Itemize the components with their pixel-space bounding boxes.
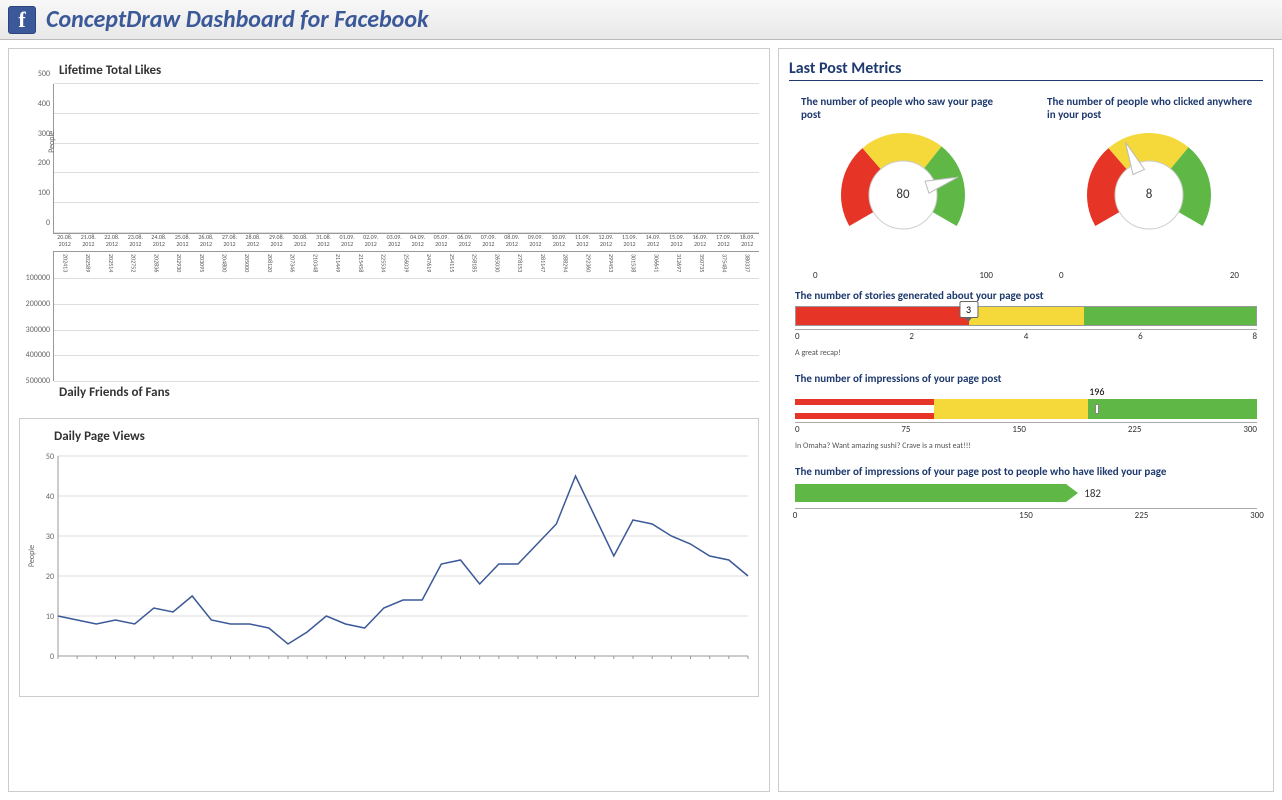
scale-tick: 225 <box>1128 424 1142 435</box>
scale-tick: 150 <box>1012 424 1026 435</box>
scale-tick: 4 <box>1024 331 1029 342</box>
liked-impressions-metric: The number of impressions of your page p… <box>789 465 1263 520</box>
right-column: Last Post Metrics The number of people w… <box>778 48 1274 792</box>
liked-impressions-bar: 182 <box>795 484 1257 502</box>
stories-bar: 3 <box>795 306 1257 326</box>
svg-text:40: 40 <box>46 492 54 502</box>
facebook-icon: f <box>8 6 36 34</box>
metrics-title: Last Post Metrics <box>789 59 1263 78</box>
impressions-caption: In Omaha? Want amazing sushi? Crave is a… <box>795 441 1257 451</box>
svg-text:10: 10 <box>46 612 54 622</box>
likes-x-label: 11.09.2012 <box>571 234 595 247</box>
likes-x-label: 09.09.2012 <box>524 234 548 247</box>
gauge-click-max: 20 <box>1230 270 1239 281</box>
scale-tick: 2 <box>909 331 914 342</box>
likes-x-label: 26.08.2012 <box>194 234 218 247</box>
likes-x-label: 24.08.2012 <box>147 234 171 247</box>
gauge-saw-min: 0 <box>813 270 818 281</box>
svg-text:50: 50 <box>46 452 54 462</box>
views-chart-title: Daily Page Views <box>54 429 754 444</box>
arrow-body <box>795 484 1066 502</box>
fans-chart-title: Daily Friends of Fans <box>59 385 759 400</box>
likes-x-label: 25.08.2012 <box>171 234 195 247</box>
gauge-saw-title: The number of people who saw your page p… <box>801 95 1011 121</box>
gauge-saw-max: 100 <box>979 270 993 281</box>
likes-x-label: 21.08.2012 <box>77 234 101 247</box>
likes-x-label: 12.09.2012 <box>594 234 618 247</box>
gauge-click-min: 0 <box>1059 270 1064 281</box>
likes-x-label: 10.09.2012 <box>547 234 571 247</box>
stories-scale: 0 2 4 6 8 <box>795 329 1257 342</box>
scale-tick: 0 <box>795 331 800 342</box>
likes-chart: People 010020030040050029130332433534635… <box>19 84 759 247</box>
gauge-click-value: 8 <box>1146 187 1153 202</box>
svg-text:People: People <box>27 545 37 567</box>
views-chart-box: Daily Page Views 0 10 20 30 40 50 People <box>19 418 759 697</box>
likes-x-label: 15.09.2012 <box>665 234 689 247</box>
likes-chart-title: Lifetime Total Likes <box>59 63 759 78</box>
likes-x-label: 01.09.2012 <box>335 234 359 247</box>
views-chart: 0 10 20 30 40 50 People <box>24 450 754 684</box>
likes-x-label: 23.08.2012 <box>124 234 148 247</box>
page-title: ConceptDraw Dashboard for Facebook <box>46 5 429 34</box>
stories-caption: A great recap! <box>795 348 1257 358</box>
scale-tick: 0 <box>795 424 800 435</box>
svg-text:30: 30 <box>46 532 54 542</box>
impressions-title: The number of impressions of your page p… <box>795 372 1263 385</box>
gauge-saw: The number of people who saw your page p… <box>795 89 1011 281</box>
header: f ConceptDraw Dashboard for Facebook <box>0 0 1282 40</box>
scale-tick: 6 <box>1138 331 1143 342</box>
likes-x-label: 04.09.2012 <box>406 234 430 247</box>
scale-tick: 300 <box>1243 424 1257 435</box>
likes-x-label: 27.08.2012 <box>218 234 242 247</box>
scale-tick: 0 <box>793 510 798 521</box>
scale-tick: 75 <box>901 424 910 435</box>
stories-title: The number of stories generated about yo… <box>795 289 1263 302</box>
likes-x-label: 18.09.2012 <box>735 234 759 247</box>
arrow-value: 182 <box>1084 487 1101 500</box>
likes-x-label: 13.09.2012 <box>618 234 642 247</box>
impressions-value: 196 <box>1089 385 1104 398</box>
likes-x-label: 28.08.2012 <box>241 234 265 247</box>
gauge-click: The number of people who clicked anywher… <box>1041 89 1257 281</box>
scale-tick: 300 <box>1250 510 1264 521</box>
scale-tick: 150 <box>1019 510 1033 521</box>
likes-x-label: 20.08.2012 <box>53 234 77 247</box>
scale-tick: 225 <box>1135 510 1149 521</box>
likes-x-label: 17.09.2012 <box>712 234 736 247</box>
stories-metric: The number of stories generated about yo… <box>789 289 1263 358</box>
scale-tick: 8 <box>1252 331 1257 342</box>
gauges-row: The number of people who saw your page p… <box>789 89 1263 281</box>
left-column: Lifetime Total Likes People 010020030040… <box>8 48 770 792</box>
metrics-underline <box>789 80 1263 81</box>
likes-x-label: 07.09.2012 <box>477 234 501 247</box>
likes-x-label: 02.09.2012 <box>359 234 383 247</box>
main-content: Lifetime Total Likes People 010020030040… <box>0 40 1282 800</box>
likes-x-label: 03.09.2012 <box>382 234 406 247</box>
svg-text:0: 0 <box>50 652 54 662</box>
likes-x-label: 05.09.2012 <box>430 234 454 247</box>
likes-x-label: 22.08.2012 <box>100 234 124 247</box>
likes-x-label: 08.09.2012 <box>500 234 524 247</box>
likes-x-label: 29.08.2012 <box>265 234 289 247</box>
impressions-bar: 196 <box>795 399 1257 419</box>
likes-x-label: 31.08.2012 <box>312 234 336 247</box>
likes-x-label: 30.08.2012 <box>288 234 312 247</box>
liked-impressions-title: The number of impressions of your page p… <box>795 465 1195 478</box>
impressions-metric: The number of impressions of your page p… <box>789 372 1263 451</box>
arrow-head-icon <box>1066 484 1078 502</box>
svg-text:20: 20 <box>46 572 54 582</box>
impressions-scale: 0 75 150 225 300 <box>795 422 1257 435</box>
liked-impressions-scale: 0150225300 <box>795 508 1257 520</box>
gauge-click-title: The number of people who clicked anywher… <box>1047 95 1257 121</box>
gauge-saw-value: 80 <box>896 187 909 202</box>
fans-chart: 1000002000003000004000005000002024132025… <box>19 251 759 381</box>
likes-x-label: 16.09.2012 <box>688 234 712 247</box>
likes-x-label: 14.09.2012 <box>641 234 665 247</box>
likes-x-label: 06.09.2012 <box>453 234 477 247</box>
hbar-pointer: 3 <box>959 301 978 318</box>
